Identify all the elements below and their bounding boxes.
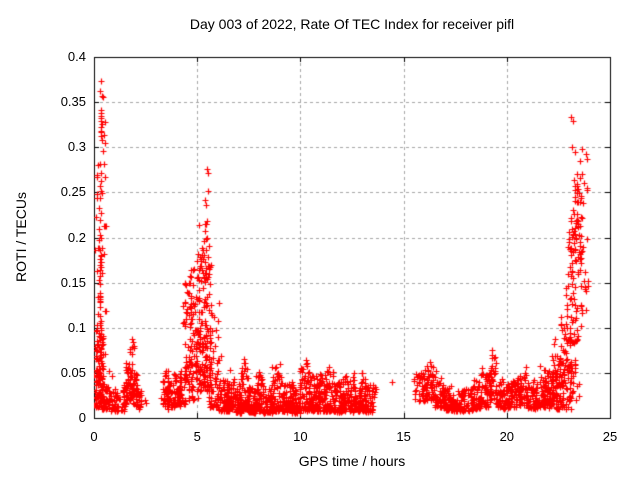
y-tick-label: 0.1 — [67, 319, 86, 335]
x-tick-label: 5 — [193, 429, 201, 444]
y-tick-label: 0.15 — [60, 274, 86, 290]
y-tick-label: 0.2 — [67, 229, 86, 245]
x-tick-label: 0 — [90, 429, 98, 444]
y-tick-label: 0.35 — [60, 94, 86, 110]
y-tick-label: 0 — [78, 410, 86, 425]
x-axis-label: GPS time / hours — [298, 453, 406, 469]
x-tick-label: 15 — [396, 429, 411, 444]
y-tick-label: 0.3 — [67, 139, 86, 155]
y-tick-label: 0.05 — [60, 364, 86, 380]
x-tick-label: 25 — [602, 429, 618, 444]
y-axis-label: ROTI / TECUs — [13, 192, 29, 282]
chart-title: Day 003 of 2022, Rate Of TEC Index for r… — [189, 16, 515, 32]
y-tick-label: 0.4 — [67, 49, 86, 64]
y-tick-label: 0.25 — [60, 184, 86, 200]
x-tick-label: 10 — [293, 429, 308, 444]
x-tick-label: 20 — [499, 429, 515, 444]
